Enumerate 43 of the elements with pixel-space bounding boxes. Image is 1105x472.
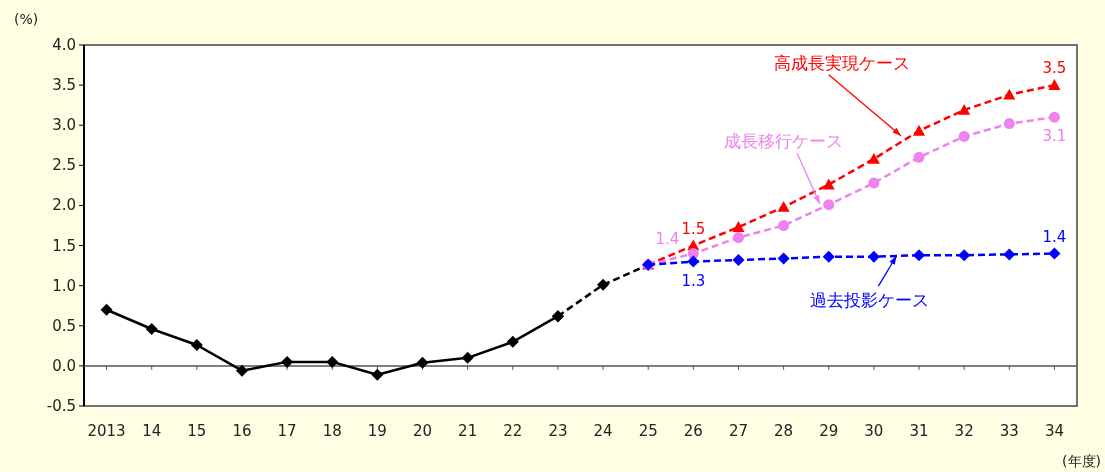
- y-tick-label: 2.0: [52, 196, 76, 215]
- text: 成長移行ケース: [724, 131, 844, 152]
- x-tick-label: 22: [503, 422, 523, 440]
- data-label: 3.1: [1042, 127, 1067, 146]
- y-tick-label: -0.5: [46, 397, 76, 415]
- data-label: 1.5: [681, 219, 706, 238]
- y-tick-label: 0.0: [52, 356, 76, 375]
- x-tick-label: 31: [909, 422, 929, 440]
- y-tick-label: 2.5: [52, 156, 76, 175]
- y-tick-label: 1.0: [52, 276, 76, 295]
- y-tick-label: 1.5: [52, 236, 76, 255]
- x-tick-label: 14: [142, 422, 162, 440]
- x-tick-label: 27: [728, 422, 749, 440]
- x-tick-label: 33: [999, 422, 1019, 440]
- text: 高成長実現ケース: [774, 52, 911, 73]
- y-tick-label: 3.5: [52, 76, 76, 95]
- data-label: 1.4: [1042, 227, 1067, 246]
- y-axis-title: (%): [14, 11, 39, 27]
- data-label: 1.4: [655, 229, 680, 248]
- y-tick-label: 3.0: [52, 116, 76, 135]
- x-tick-label: 23: [548, 422, 568, 440]
- x-tick-label: 17: [277, 422, 297, 440]
- x-tick-label: 26: [683, 422, 703, 440]
- x-tick-label: 15: [187, 422, 207, 440]
- x-tick-label: 32: [954, 422, 974, 440]
- data-label: 1.3: [681, 271, 706, 290]
- x-axis-title: (年度): [1062, 453, 1101, 469]
- x-tick-label: 18: [322, 422, 342, 440]
- data-label: 3.5: [1042, 59, 1067, 78]
- x-tick-label: 28: [774, 422, 794, 440]
- y-tick-label: 4.0: [52, 36, 76, 54]
- x-tick-label: 21: [458, 422, 478, 440]
- x-tick-label: 25: [638, 422, 658, 440]
- x-tick-label: 24: [593, 422, 613, 440]
- x-tick-label: 30: [864, 422, 884, 440]
- x-tick-label: 29: [819, 422, 839, 440]
- x-tick-label: 34: [1044, 422, 1064, 440]
- x-tick-label: 20: [412, 422, 433, 440]
- y-tick-label: 0.5: [52, 316, 76, 335]
- x-tick-label: 19: [367, 422, 387, 440]
- x-tick-label: 16: [232, 422, 252, 440]
- legend-label: 過去投影ケース: [809, 290, 929, 311]
- x-tick-label: 2013: [87, 422, 126, 440]
